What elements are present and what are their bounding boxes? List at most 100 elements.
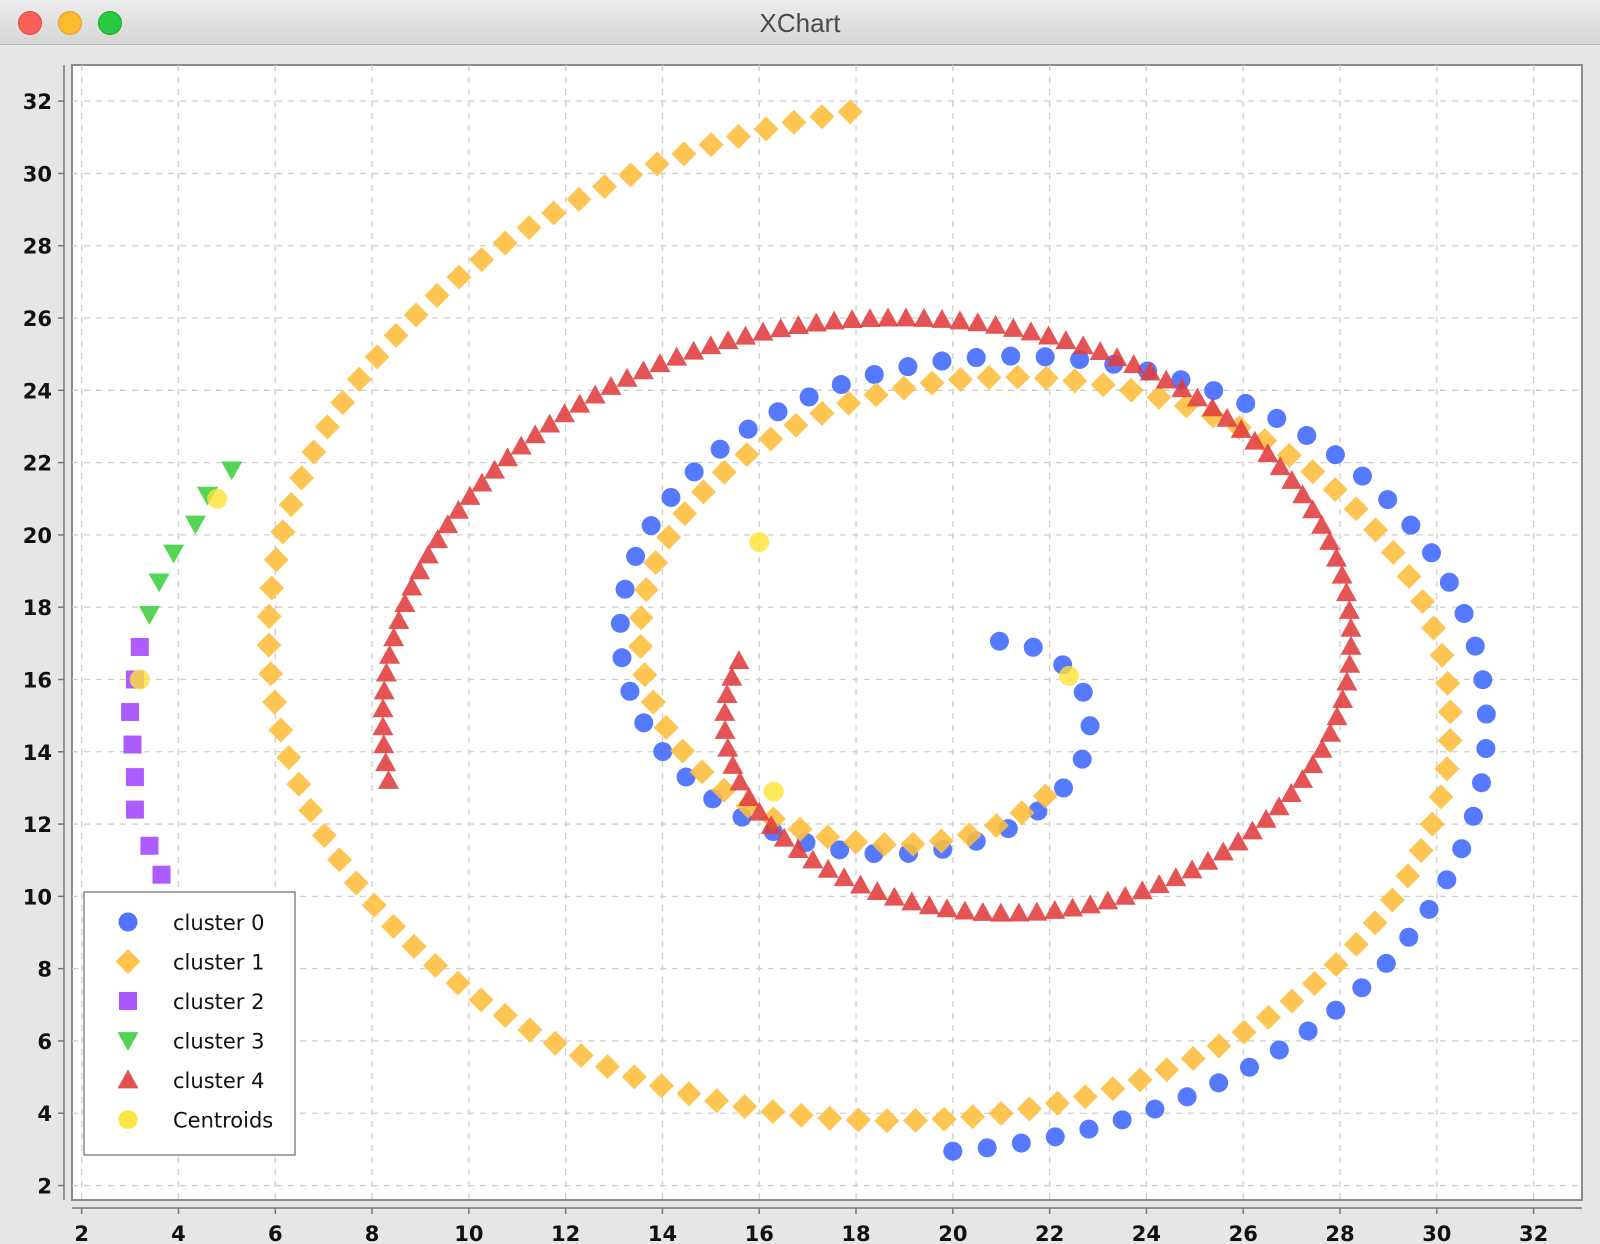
data-point: [1035, 347, 1055, 367]
data-point: [850, 874, 872, 894]
data-point: [1079, 1119, 1099, 1139]
x-tick-label: 32: [1519, 1222, 1548, 1244]
data-point: [1097, 890, 1119, 910]
data-point: [541, 200, 567, 226]
data-point: [748, 801, 770, 821]
data-point: [977, 1138, 997, 1158]
close-button[interactable]: [18, 11, 42, 35]
data-point: [1408, 838, 1434, 864]
data-point: [714, 701, 736, 721]
data-point: [1177, 1087, 1197, 1107]
x-tick-label: 30: [1422, 1222, 1451, 1244]
data-point: [913, 307, 935, 327]
data-point: [1127, 1067, 1153, 1093]
data-point: [437, 514, 459, 534]
data-point: [1326, 706, 1348, 726]
data-point: [1319, 531, 1341, 550]
data-point: [163, 544, 185, 564]
data-point: [972, 902, 994, 921]
data-point: [517, 1017, 543, 1043]
data-point: [1028, 801, 1048, 821]
data-point: [1008, 902, 1030, 922]
data-point: [1155, 369, 1177, 389]
centroid-point: [749, 532, 770, 553]
data-point: [1279, 988, 1305, 1014]
data-point: [621, 1064, 647, 1090]
data-point: [138, 606, 160, 625]
x-tick-label: 10: [454, 1222, 483, 1244]
data-point: [1044, 1090, 1070, 1116]
data-point: [1269, 1040, 1289, 1060]
data-point: [985, 314, 1007, 334]
data-point: [770, 318, 792, 338]
data-point: [221, 461, 243, 481]
data-point: [1362, 910, 1388, 936]
data-point: [830, 840, 850, 860]
data-point: [683, 340, 705, 360]
data-point: [1476, 739, 1496, 759]
data-point: [1302, 754, 1324, 774]
data-point: [626, 546, 646, 566]
data-point: [983, 812, 1009, 838]
data-point: [1452, 839, 1472, 859]
y-tick-label: 30: [23, 162, 52, 186]
y-tick-label: 26: [23, 307, 52, 331]
data-point: [919, 370, 945, 396]
data-point: [1336, 671, 1358, 691]
data-point: [401, 933, 427, 959]
data-point: [1062, 897, 1084, 917]
data-point: [259, 575, 285, 601]
data-point: [1255, 1004, 1281, 1030]
data-point: [1257, 443, 1279, 463]
data-point: [949, 310, 971, 330]
series-cluster-3: [138, 461, 243, 625]
series-centroids: [129, 488, 1079, 802]
data-point: [1236, 393, 1256, 413]
data-point: [492, 1002, 518, 1028]
data-point: [330, 390, 356, 416]
data-point: [1020, 321, 1042, 341]
data-point: [734, 442, 760, 468]
data-point: [676, 1081, 702, 1107]
x-tick-label: 2: [74, 1222, 89, 1244]
data-point: [372, 698, 394, 718]
data-point: [620, 681, 640, 701]
data-point: [381, 913, 407, 939]
data-point: [1339, 653, 1361, 673]
y-tick-label: 28: [23, 235, 52, 259]
data-point: [1001, 346, 1021, 366]
y-tick-label: 20: [23, 524, 52, 548]
data-point: [383, 322, 409, 348]
data-point: [1410, 589, 1436, 615]
data-point: [298, 797, 324, 823]
data-point: [773, 827, 795, 847]
data-point: [343, 870, 369, 896]
data-point: [568, 1042, 594, 1068]
data-point: [184, 515, 206, 535]
data-point: [286, 771, 312, 797]
data-point: [615, 579, 635, 599]
data-point: [895, 307, 917, 327]
data-point: [809, 104, 835, 130]
x-tick-label: 8: [365, 1222, 380, 1244]
data-point: [1419, 811, 1445, 837]
series-cluster-1: [256, 99, 1463, 1134]
data-point: [1038, 325, 1060, 345]
x-tick-label: 14: [648, 1222, 677, 1244]
data-point: [289, 465, 315, 491]
minimize-button[interactable]: [58, 11, 82, 35]
data-point: [634, 713, 654, 733]
data-point: [1005, 364, 1031, 390]
data-point: [1363, 517, 1389, 543]
data-point: [1352, 978, 1372, 998]
data-point: [373, 680, 395, 700]
data-point: [864, 364, 884, 384]
data-point: [125, 800, 144, 819]
data-point: [672, 500, 698, 526]
zoom-button[interactable]: [98, 11, 122, 35]
title-bar[interactable]: XChart: [0, 0, 1600, 45]
data-point: [1335, 582, 1357, 602]
data-point: [1145, 1099, 1165, 1119]
data-point: [539, 413, 561, 433]
data-point: [1002, 317, 1024, 337]
